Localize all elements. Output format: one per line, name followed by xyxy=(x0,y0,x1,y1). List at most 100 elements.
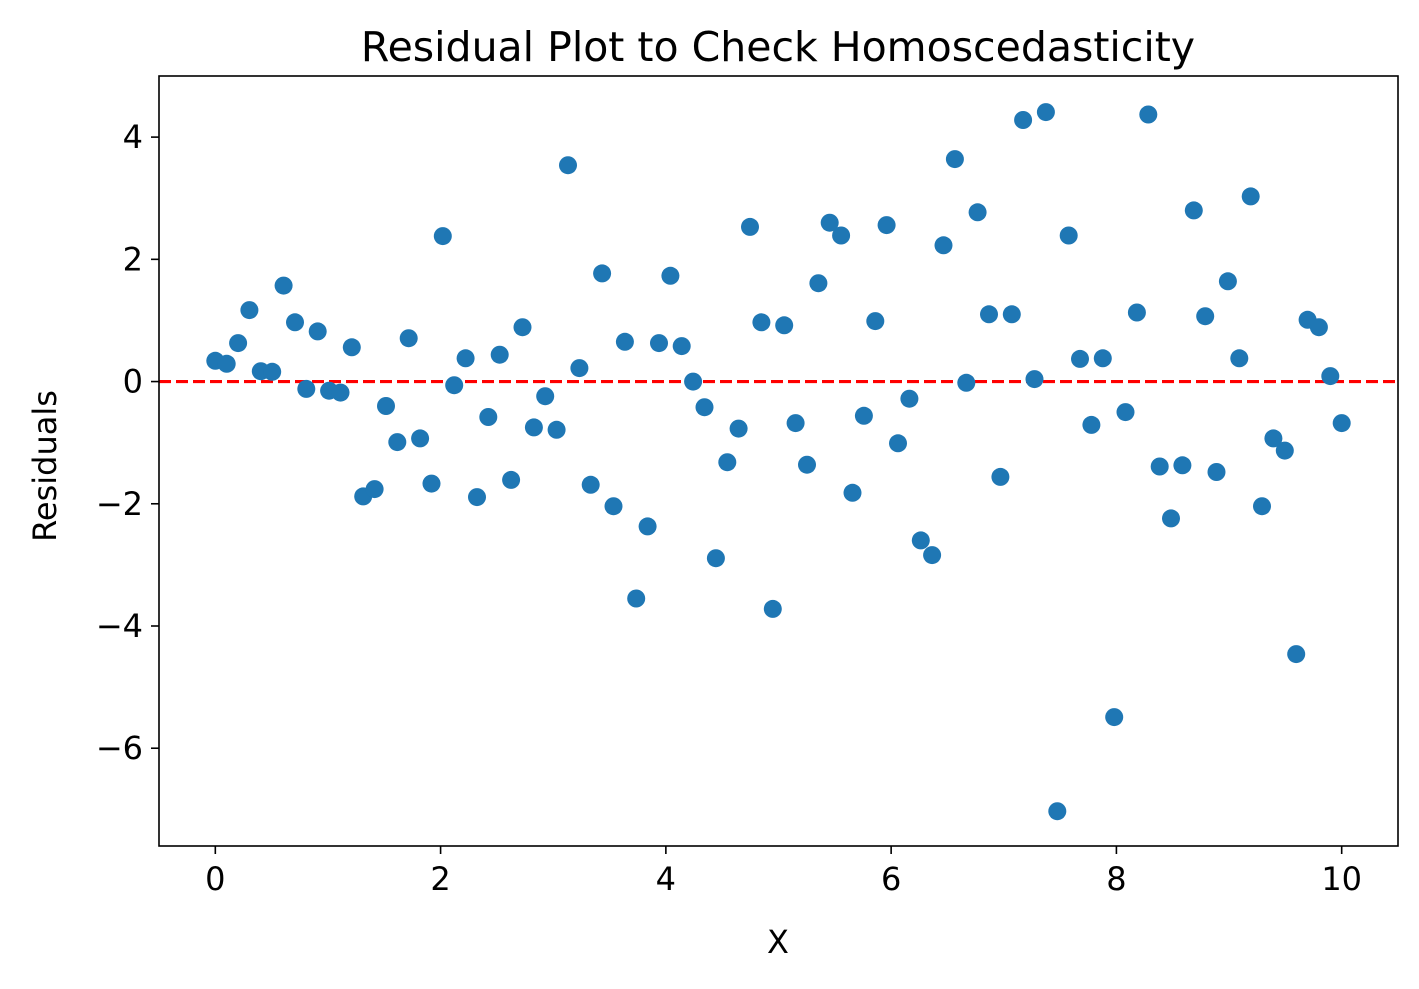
scatter-point xyxy=(1139,105,1158,124)
scatter-point xyxy=(706,549,725,568)
scatter-point xyxy=(615,332,634,351)
scatter-point xyxy=(502,470,521,489)
scatter-point xyxy=(1275,441,1294,460)
scatter-point xyxy=(786,414,805,433)
scatter-point xyxy=(274,276,293,295)
scatter-point xyxy=(661,266,680,285)
scatter-point xyxy=(456,349,475,368)
scatter-point xyxy=(1025,370,1044,389)
scatter-point xyxy=(695,398,714,417)
scatter-point xyxy=(1218,272,1237,291)
scatter-point xyxy=(1082,415,1101,434)
scatter-point xyxy=(1321,367,1340,386)
scatter-point xyxy=(684,372,703,391)
scatter-point xyxy=(1184,201,1203,220)
scatter-point xyxy=(263,362,282,381)
x-axis-label: X xyxy=(767,923,789,961)
scatter-point xyxy=(729,419,748,438)
scatter-point xyxy=(1287,645,1306,664)
x-tick-label: 0 xyxy=(205,860,225,898)
scatter-point xyxy=(752,313,771,332)
scatter-point xyxy=(866,312,885,331)
scatter-point xyxy=(809,274,828,293)
x-tick-label: 6 xyxy=(881,860,901,898)
scatter-point xyxy=(843,483,862,502)
chart-title: Residual Plot to Check Homoscedasticity xyxy=(361,23,1195,71)
scatter-point xyxy=(900,389,919,408)
scatter-point xyxy=(934,236,953,255)
scatter-point xyxy=(1093,349,1112,368)
scatter-point xyxy=(1253,497,1271,516)
scatter-point xyxy=(445,376,464,395)
y-axis-label: Residuals xyxy=(26,390,64,542)
y-axis: −6 −4 −2 0 2 4 xyxy=(96,118,159,767)
y-tick-label: −6 xyxy=(96,729,143,767)
scatter-point xyxy=(422,474,441,493)
scatter-point xyxy=(1002,305,1021,324)
y-tick-label: 2 xyxy=(123,240,143,278)
scatter-point xyxy=(399,329,418,348)
scatter-point xyxy=(832,226,851,245)
y-tick-label: −2 xyxy=(96,485,143,523)
scatter-point xyxy=(411,429,430,448)
scatter-point xyxy=(775,316,794,335)
plot-area xyxy=(159,103,1398,821)
scatter-point xyxy=(524,418,543,437)
scatter-point xyxy=(1059,226,1078,245)
scatter-point xyxy=(342,338,361,357)
scatter-point xyxy=(433,227,452,246)
scatter-point xyxy=(1230,349,1249,368)
scatter-point xyxy=(650,334,668,353)
scatter-point xyxy=(1071,349,1089,368)
scatter-point xyxy=(1116,403,1135,422)
scatter-point xyxy=(980,305,998,324)
scatter-point xyxy=(297,379,316,398)
scatter-point xyxy=(854,406,873,425)
scatter-point xyxy=(388,433,407,452)
plot-frame xyxy=(158,75,1399,847)
scatter-point xyxy=(468,488,486,507)
scatter-point xyxy=(1014,111,1033,129)
x-tick-label: 4 xyxy=(656,860,676,898)
scatter-point xyxy=(604,497,623,516)
scatter-point xyxy=(536,387,555,406)
scatter-point xyxy=(217,354,236,373)
scatter-point xyxy=(877,216,896,235)
scatter-point xyxy=(286,313,304,332)
scatter-point xyxy=(911,531,930,550)
x-tick-label: 8 xyxy=(1106,860,1126,898)
scatter-point xyxy=(581,475,600,494)
scatter-point xyxy=(513,318,532,337)
scatter-point xyxy=(1048,802,1067,821)
scatter-point xyxy=(741,217,759,236)
scatter-point xyxy=(718,453,737,472)
scatter-point xyxy=(889,434,907,453)
scatter-point xyxy=(1162,509,1180,528)
scatter-point xyxy=(1264,429,1283,448)
scatter-point xyxy=(638,517,657,536)
scatter-point xyxy=(308,322,327,341)
scatter-point xyxy=(798,455,816,474)
scatter-point xyxy=(1196,307,1215,326)
scatter-point xyxy=(570,359,589,378)
scatter-point xyxy=(820,213,839,232)
scatter-point xyxy=(1036,103,1055,122)
scatter-point xyxy=(763,599,782,618)
scatter-point xyxy=(1127,303,1146,322)
scatter-point xyxy=(331,383,350,402)
scatter-point xyxy=(490,345,509,364)
scatter-point xyxy=(479,408,498,426)
scatter-point xyxy=(1150,457,1169,476)
scatter-point xyxy=(627,589,646,608)
scatter-point xyxy=(923,546,942,565)
scatter-point xyxy=(1207,463,1226,481)
scatter-point xyxy=(957,373,976,392)
scatter-point xyxy=(547,420,566,439)
scatter-point xyxy=(240,301,259,320)
scatter-point xyxy=(593,264,612,283)
x-tick-label: 10 xyxy=(1321,860,1362,898)
scatter-point xyxy=(672,337,691,356)
scatter-point xyxy=(968,203,987,222)
scatter-point xyxy=(1241,187,1260,206)
